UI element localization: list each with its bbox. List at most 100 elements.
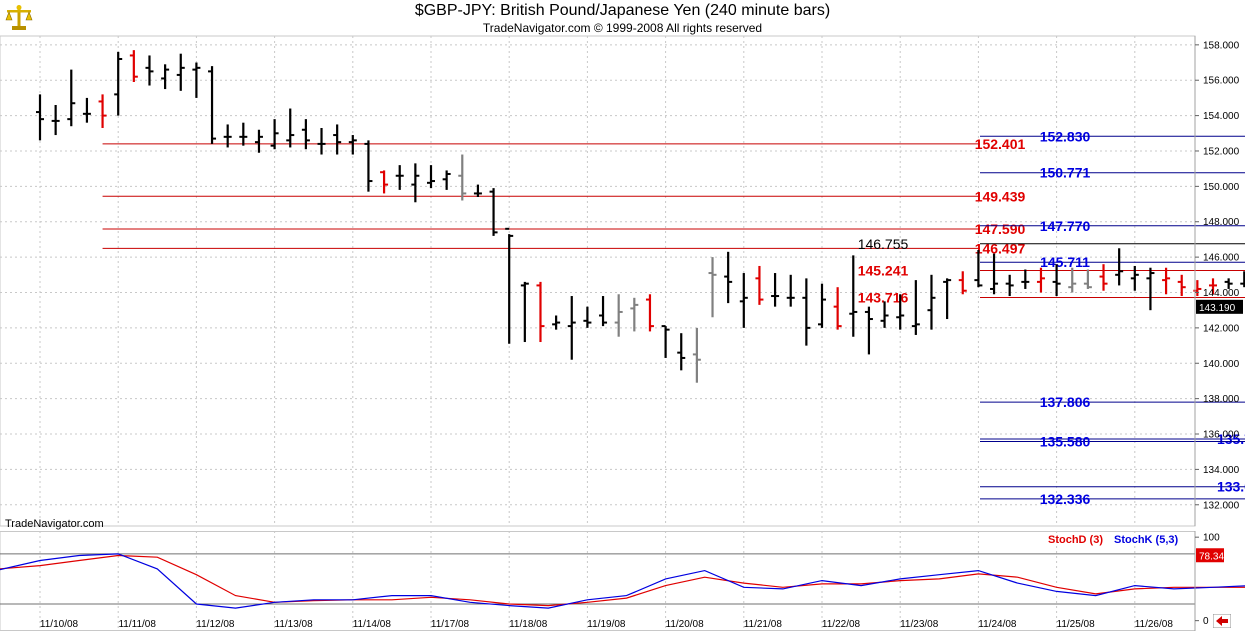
level-label: 137.806 bbox=[1040, 394, 1091, 410]
navigation-arrow-icon[interactable] bbox=[1213, 614, 1231, 628]
ohlc-bar[interactable] bbox=[364, 140, 373, 192]
ohlc-bar[interactable] bbox=[129, 50, 138, 82]
ohlc-bar[interactable] bbox=[254, 129, 263, 153]
ohlc-bar[interactable] bbox=[458, 154, 467, 201]
ohlc-bar[interactable] bbox=[1036, 267, 1045, 293]
scales-icon[interactable] bbox=[4, 4, 34, 32]
ohlc-bar[interactable] bbox=[1162, 267, 1171, 295]
ohlc-bar[interactable] bbox=[223, 124, 232, 148]
ohlc-bar[interactable] bbox=[833, 287, 842, 330]
ohlc-bar[interactable] bbox=[395, 165, 404, 190]
ohlc-bar[interactable] bbox=[677, 333, 686, 371]
last-price-label: 143.190 bbox=[1199, 303, 1236, 314]
ohlc-bar[interactable] bbox=[802, 278, 811, 346]
legend-stochd: StochD (3) bbox=[1048, 534, 1103, 546]
ohlc-bar[interactable] bbox=[599, 296, 608, 327]
ohlc-bar[interactable] bbox=[614, 294, 623, 337]
ohlc-bar[interactable] bbox=[583, 306, 592, 328]
stoch-series-line bbox=[0, 554, 1245, 607]
ohlc-bar[interactable] bbox=[864, 306, 873, 355]
ohlc-bar[interactable] bbox=[927, 274, 936, 330]
ohlc-bar[interactable] bbox=[286, 108, 295, 148]
ohlc-bar[interactable] bbox=[974, 250, 983, 288]
ohlc-bar[interactable] bbox=[176, 53, 185, 91]
indicator-plot-frame bbox=[0, 531, 1196, 631]
ohlc-bar[interactable] bbox=[1240, 271, 1245, 288]
ohlc-bar[interactable] bbox=[1005, 274, 1014, 297]
ohlc-bar[interactable] bbox=[1052, 264, 1061, 297]
ohlc-bar[interactable] bbox=[849, 255, 858, 337]
ohlc-bar[interactable] bbox=[1021, 269, 1030, 289]
ohlc-bar[interactable] bbox=[958, 271, 967, 295]
ohlc-bar[interactable] bbox=[724, 251, 733, 304]
ohlc-bar[interactable] bbox=[990, 253, 999, 295]
ohlc-bar[interactable] bbox=[239, 122, 248, 146]
ohlc-bar[interactable] bbox=[911, 280, 920, 335]
level-label: 133.020 bbox=[1217, 479, 1245, 495]
ohlc-bar[interactable] bbox=[348, 135, 357, 155]
ohlc-bar[interactable] bbox=[645, 294, 654, 332]
ohlc-bar[interactable] bbox=[270, 119, 279, 150]
ohlc-bar[interactable] bbox=[552, 315, 561, 330]
ohlc-bar[interactable] bbox=[317, 127, 326, 155]
ohlc-bar[interactable] bbox=[427, 165, 435, 189]
ohlc-bar[interactable] bbox=[630, 297, 639, 332]
x-axis-date-label: 11/22/08 bbox=[822, 619, 861, 630]
ohlc-bar[interactable] bbox=[896, 294, 905, 330]
last-price-box bbox=[1196, 299, 1243, 314]
ohlc-bar[interactable] bbox=[786, 274, 795, 307]
ohlc-bar[interactable] bbox=[520, 281, 529, 343]
ohlc-bar[interactable] bbox=[161, 64, 170, 90]
ohlc-bar[interactable] bbox=[51, 104, 60, 136]
ohlc-bar[interactable] bbox=[661, 325, 670, 358]
ohlc-bar[interactable] bbox=[943, 278, 952, 320]
ohlc-bar[interactable] bbox=[489, 188, 498, 236]
ohlc-bar[interactable] bbox=[567, 296, 576, 360]
ohlc-bar[interactable] bbox=[1224, 278, 1233, 289]
ohlc-bar[interactable] bbox=[1130, 265, 1139, 291]
ohlc-bar[interactable] bbox=[473, 184, 482, 197]
ohlc-bar[interactable] bbox=[739, 273, 748, 328]
ohlc-bar[interactable] bbox=[114, 51, 123, 116]
stochastic-chart[interactable]: 0 100 78.34 11/10/08 11/11/08 11/12/08 11/13/0… bbox=[0, 531, 1245, 631]
ohlc-bar[interactable] bbox=[301, 119, 310, 150]
ohlc-bar[interactable] bbox=[1099, 264, 1108, 291]
ohlc-bar[interactable] bbox=[505, 227, 514, 344]
ohlc-bar[interactable] bbox=[1209, 278, 1217, 295]
ohlc-bar[interactable] bbox=[536, 281, 545, 343]
ohlc-bar[interactable] bbox=[771, 273, 780, 307]
price-chart[interactable]: 152.401 149.439 147.590 146.497 145.241 143.7… bbox=[0, 0, 1245, 531]
ohlc-bar[interactable] bbox=[880, 301, 889, 328]
ohlc-bar[interactable] bbox=[442, 170, 451, 190]
ohlc-bar[interactable] bbox=[208, 66, 217, 144]
ohlc-bar[interactable] bbox=[1115, 248, 1124, 286]
x-axis-date-label: 11/21/08 bbox=[744, 619, 783, 630]
ohlc-bar[interactable] bbox=[67, 69, 76, 127]
price-axis-label: 152.000 bbox=[1203, 146, 1240, 157]
x-axis-date-label: 11/23/08 bbox=[900, 619, 939, 630]
ohlc-bar[interactable] bbox=[380, 170, 389, 194]
ohlc-bar[interactable] bbox=[708, 257, 717, 318]
x-axis-date-label: 11/10/08 bbox=[40, 619, 79, 630]
ohlc-bar[interactable] bbox=[333, 124, 342, 155]
ohlc-bar[interactable] bbox=[1177, 274, 1186, 297]
ohlc-bar[interactable] bbox=[36, 94, 44, 141]
level-label: 143.716 bbox=[858, 290, 909, 306]
x-axis-date-label: 11/17/08 bbox=[431, 619, 470, 630]
price-axis-label: 158.000 bbox=[1203, 40, 1240, 51]
ohlc-bar[interactable] bbox=[82, 97, 91, 123]
ohlc-bar[interactable] bbox=[411, 163, 420, 203]
ohlc-bar[interactable] bbox=[692, 327, 701, 383]
ohlc-bar[interactable] bbox=[98, 94, 107, 128]
copyright-subtitle: TradeNavigator.com © 1999-2008 All right… bbox=[482, 21, 763, 35]
stoch-series-line bbox=[0, 553, 1245, 609]
ohlc-bar[interactable] bbox=[1068, 267, 1077, 293]
ohlc-bar[interactable] bbox=[1146, 267, 1155, 311]
price-axis-label: 134.000 bbox=[1203, 465, 1240, 476]
ohlc-bar[interactable] bbox=[755, 265, 764, 305]
level-label: 145.241 bbox=[858, 263, 909, 279]
ohlc-bar[interactable] bbox=[192, 62, 201, 98]
ohlc-bar[interactable] bbox=[1083, 269, 1092, 289]
ohlc-bar[interactable] bbox=[145, 55, 154, 86]
ohlc-bar[interactable] bbox=[818, 283, 826, 328]
